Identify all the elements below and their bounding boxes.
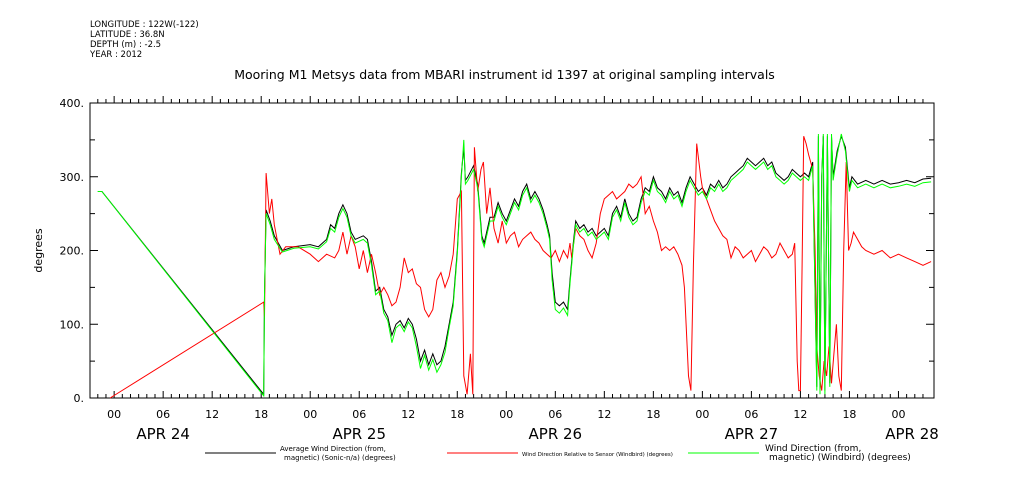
x-tick-label: 12 [401, 408, 415, 421]
legend-label-3: Wind Direction (from, [765, 444, 861, 454]
y-tick-label: 300. [60, 171, 85, 184]
station-metadata: LONGITUDE : 122W(-122) LATITUDE : 36.8N … [90, 20, 199, 60]
axes: 0. 100. 200. 300. 400. degrees 00 06 12 18 00 06 12 1… [32, 96, 939, 443]
x-tick-label: 06 [548, 408, 562, 421]
series-line-1 [97, 134, 932, 396]
chart-title: Mooring M1 Metsys data from MBARI instru… [234, 67, 775, 82]
series-line-3 [97, 133, 932, 398]
y-axis-label: degrees [32, 228, 45, 273]
y-tick-label: 400. [60, 97, 85, 110]
x-tick-label: 12 [205, 408, 219, 421]
legend-label-2: Wind Direction Relative to Sensor (Windb… [522, 452, 673, 458]
x-tick-label: 18 [450, 408, 464, 421]
x-tick-label: 18 [254, 408, 268, 421]
legend-label-3: magnetic) (Windbird) (degrees) [769, 453, 911, 463]
longitude-text: LONGITUDE : 122W(-122) [90, 20, 199, 30]
x-tick-label: 00 [303, 408, 317, 421]
depth-text: DEPTH (m) : -2.5 [90, 40, 162, 50]
legend: Average Wind Direction (from,magnetic) (… [205, 444, 911, 463]
x-tick-label: 12 [793, 408, 807, 421]
y-tick-label: 100. [60, 318, 85, 331]
x-tick-label: 00 [891, 408, 905, 421]
y-tick-label: 200. [60, 245, 85, 258]
year-text: YEAR : 2012 [90, 50, 143, 60]
x-tick-label: 00 [695, 408, 709, 421]
x-tick-label: 06 [352, 408, 366, 421]
x-day-label: APR 25 [332, 425, 386, 443]
x-tick-label: 18 [842, 408, 856, 421]
x-day-label: APR 27 [725, 425, 779, 443]
x-tick-label: 06 [156, 408, 170, 421]
x-tick-label: 00 [107, 408, 121, 421]
x-day-label: APR 26 [529, 425, 583, 443]
x-tick-label: 12 [597, 408, 611, 421]
legend-label-1: Average Wind Direction (from, [280, 445, 386, 453]
x-tick-label: 18 [646, 408, 660, 421]
x-tick-label: 06 [744, 408, 758, 421]
x-day-label: APR 24 [136, 425, 190, 443]
x-tick-label: 00 [499, 408, 513, 421]
latitude-text: LATITUDE : 36.8N [90, 30, 165, 40]
y-tick-label: 0. [74, 392, 85, 405]
series-line-2 [109, 136, 932, 399]
x-day-label: APR 28 [885, 425, 939, 443]
series-lines [97, 133, 932, 399]
legend-label-1: magnetic) (Sonic-n/a) (degrees) [284, 454, 396, 462]
